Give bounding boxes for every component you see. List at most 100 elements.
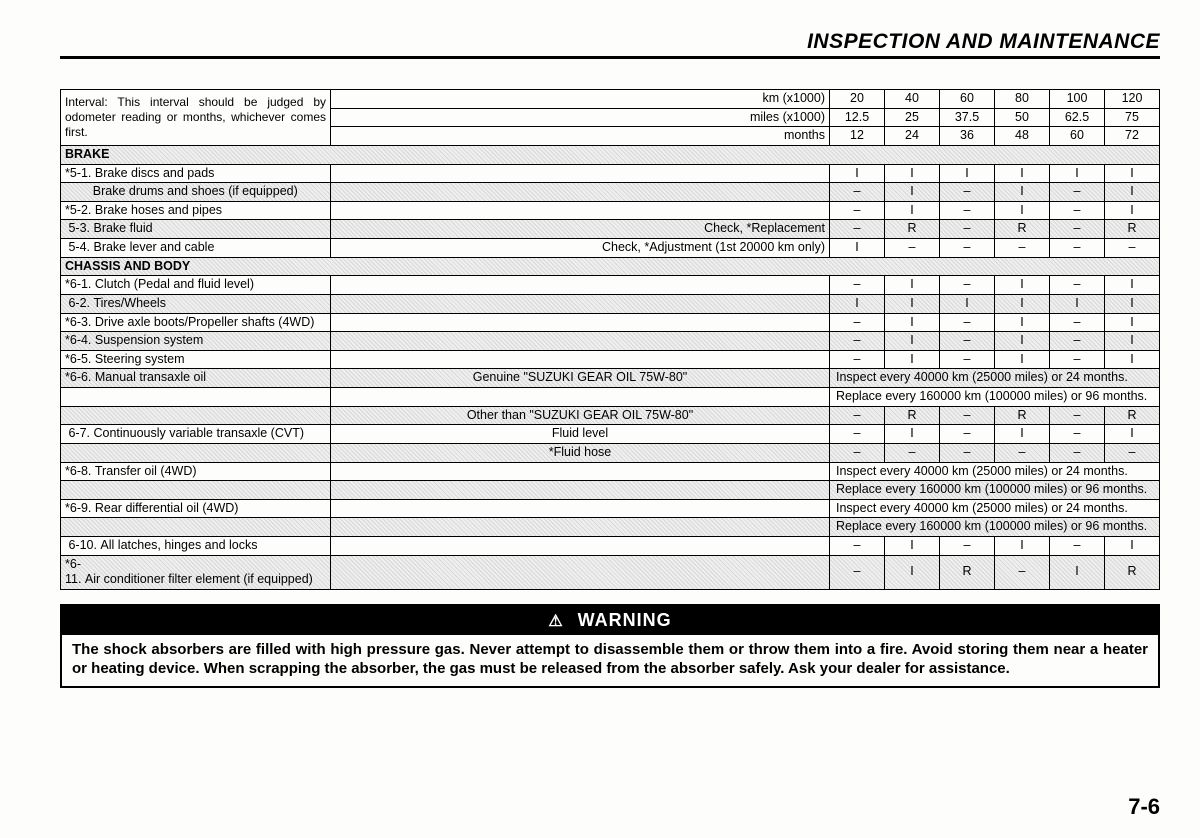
row-value: – — [830, 332, 885, 351]
header-value: 12.5 — [830, 108, 885, 127]
row-value: I — [830, 164, 885, 183]
row-spec — [331, 555, 830, 589]
row-value: I — [885, 425, 940, 444]
interval-note: Interval: This interval should be judged… — [61, 90, 331, 146]
row-value: – — [940, 239, 995, 258]
row-spec — [331, 332, 830, 351]
header-value: 12 — [830, 127, 885, 146]
header-unit-label: months — [331, 127, 830, 146]
row-value: – — [1105, 443, 1160, 462]
header-value: 100 — [1050, 90, 1105, 109]
warning-icon: ⚠ — [548, 611, 563, 631]
row-spec — [331, 499, 830, 518]
row-value: I — [1105, 537, 1160, 556]
row-value: – — [1050, 443, 1105, 462]
row-value: I — [885, 294, 940, 313]
section-header: CHASSIS AND BODY — [61, 257, 1160, 276]
row-value: – — [830, 443, 885, 462]
row-value: R — [940, 555, 995, 589]
row-value: R — [995, 220, 1050, 239]
row-value: I — [940, 294, 995, 313]
row-value: I — [885, 313, 940, 332]
row-value: – — [940, 220, 995, 239]
row-label: 5-4. Brake lever and cable — [61, 239, 331, 258]
warning-header-text: WARNING — [578, 610, 672, 630]
row-spec — [331, 201, 830, 220]
row-value: – — [940, 313, 995, 332]
row-label: 6-2. Tires/Wheels — [61, 294, 331, 313]
row-value: I — [995, 350, 1050, 369]
row-value: – — [1050, 537, 1105, 556]
row-value: I — [1105, 294, 1160, 313]
row-merged-note: Replace every 160000 km (100000 miles) o… — [830, 388, 1160, 407]
row-label — [61, 406, 331, 425]
maintenance-table: Interval: This interval should be judged… — [60, 89, 1160, 590]
header-value: 24 — [885, 127, 940, 146]
row-value: I — [885, 537, 940, 556]
row-merged-note: Inspect every 40000 km (25000 miles) or … — [830, 462, 1160, 481]
row-spec: *Fluid hose — [331, 443, 830, 462]
row-value: I — [885, 164, 940, 183]
row-value: I — [1105, 313, 1160, 332]
header-value: 120 — [1105, 90, 1160, 109]
row-value: – — [1050, 239, 1105, 258]
header-value: 48 — [995, 127, 1050, 146]
row-value: – — [830, 350, 885, 369]
row-value: R — [885, 406, 940, 425]
row-value: – — [1105, 239, 1160, 258]
row-value: I — [885, 555, 940, 589]
row-value: R — [1105, 220, 1160, 239]
row-value: I — [995, 425, 1050, 444]
row-spec — [331, 388, 830, 407]
row-value: – — [885, 239, 940, 258]
row-value: – — [1050, 183, 1105, 202]
row-value: I — [995, 294, 1050, 313]
row-label — [61, 518, 331, 537]
row-value: I — [995, 537, 1050, 556]
row-value: – — [830, 425, 885, 444]
row-spec — [331, 518, 830, 537]
row-label — [61, 481, 331, 500]
row-label: Brake drums and shoes (if equipped) — [61, 183, 331, 202]
row-spec — [331, 294, 830, 313]
header-unit-label: miles (x1000) — [331, 108, 830, 127]
header-value: 60 — [940, 90, 995, 109]
row-label: *6-5. Steering system — [61, 350, 331, 369]
row-value: – — [995, 443, 1050, 462]
row-value: I — [885, 332, 940, 351]
row-value: – — [940, 201, 995, 220]
row-value: I — [1050, 164, 1105, 183]
row-value: – — [940, 332, 995, 351]
row-value: I — [830, 294, 885, 313]
section-header: BRAKE — [61, 145, 1160, 164]
row-spec — [331, 537, 830, 556]
row-value: – — [1050, 220, 1105, 239]
row-value: I — [885, 201, 940, 220]
header-unit-label: km (x1000) — [331, 90, 830, 109]
row-value: – — [830, 201, 885, 220]
row-value: – — [830, 555, 885, 589]
row-spec — [331, 276, 830, 295]
row-spec: Other than "SUZUKI GEAR OIL 75W-80" — [331, 406, 830, 425]
row-value: I — [1105, 183, 1160, 202]
row-value: I — [1050, 294, 1105, 313]
row-label: *5-1. Brake discs and pads — [61, 164, 331, 183]
row-value: I — [885, 183, 940, 202]
row-spec — [331, 350, 830, 369]
row-value: – — [940, 350, 995, 369]
row-value: I — [940, 164, 995, 183]
row-label: *6-1. Clutch (Pedal and fluid level) — [61, 276, 331, 295]
row-label: 6-7. Continuously variable transaxle (CV… — [61, 425, 331, 444]
row-merged-note: Replace every 160000 km (100000 miles) o… — [830, 481, 1160, 500]
row-value: I — [885, 350, 940, 369]
row-label: *6-6. Manual transaxle oil — [61, 369, 331, 388]
page-title: INSPECTION AND MAINTENANCE — [60, 30, 1160, 59]
row-value: I — [995, 201, 1050, 220]
row-value: – — [1050, 276, 1105, 295]
row-value: R — [1105, 555, 1160, 589]
row-value: – — [1050, 350, 1105, 369]
row-value: I — [830, 239, 885, 258]
row-value: – — [885, 443, 940, 462]
row-value: I — [995, 276, 1050, 295]
warning-body: The shock absorbers are filled with high… — [62, 635, 1158, 687]
